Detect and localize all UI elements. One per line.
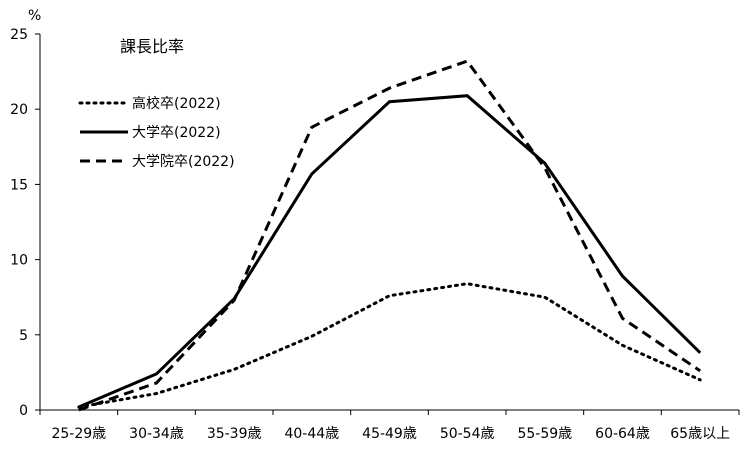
series-line-dotted [79,284,700,407]
legend-label: 大学卒(2022) [132,125,221,141]
legend-label: 大学院卒(2022) [132,154,235,170]
x-tick-label: 30-34歳 [129,426,184,442]
y-tick-label: 5 [19,328,28,344]
series-line-solid [79,96,700,407]
x-tick-label: 45-49歳 [362,426,417,442]
chart-title: 課長比率 [120,37,184,56]
x-tick-label: 35-39歳 [207,426,262,442]
y-tick-label: 10 [10,253,28,269]
x-tick-label: 40-44歳 [284,426,339,442]
legend-label: 高校卒(2022) [132,95,221,112]
y-axis-unit-label: % [28,8,41,24]
axes: 0 5 10 15 20 25 25-29歳 30-34歳 35-39歳 40-44歳 45-49歳… [10,27,739,442]
legend: 高校卒(2022) 大学卒(2022) 大学院卒(2022) [80,95,235,170]
y-tick-label: 20 [10,102,28,118]
x-tick-label: 25-29歳 [51,426,106,442]
series-layer [79,61,700,410]
x-tick-label: 65歳以上 [670,426,730,442]
x-tick-label: 55-59歳 [517,426,572,442]
y-tick-label: 25 [10,27,28,43]
x-tick-label: 60-64歳 [595,426,650,442]
y-tick-label: 0 [19,403,28,419]
y-tick-label: 15 [10,177,28,193]
x-tick-label: 50-54歳 [440,426,495,442]
